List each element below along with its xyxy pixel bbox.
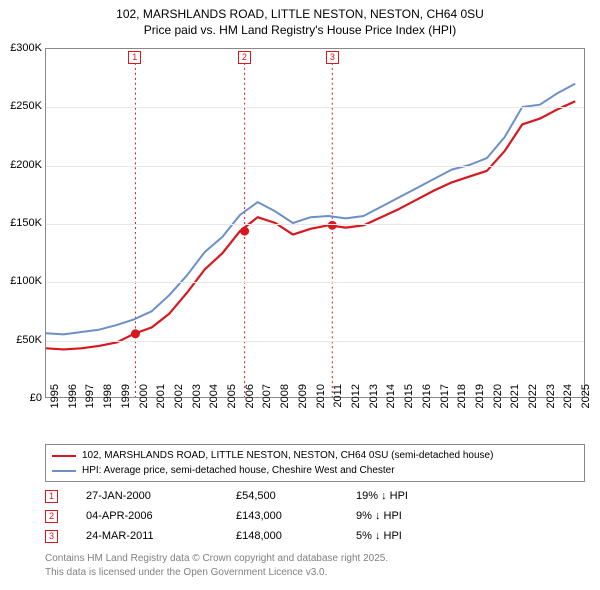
legend-swatch xyxy=(52,470,76,472)
sales-price: £148,000 xyxy=(236,530,356,542)
y-tick-label: £300K xyxy=(2,42,42,54)
chart-svg xyxy=(46,49,584,397)
chart-plot-area xyxy=(45,48,585,398)
x-tick-label: 2019 xyxy=(474,384,486,424)
legend-item: HPI: Average price, semi-detached house,… xyxy=(52,463,578,478)
x-tick-label: 2024 xyxy=(562,384,574,424)
sale-marker-box: 2 xyxy=(238,51,251,64)
sales-row: 1 27-JAN-2000£54,50019% ↓ HPI xyxy=(45,486,585,506)
footer-attribution: Contains HM Land Registry data © Crown c… xyxy=(45,552,388,579)
sales-table: 1 27-JAN-2000£54,50019% ↓ HPI 2 04-APR-2006… xyxy=(45,486,585,546)
x-tick-label: 2007 xyxy=(261,384,273,424)
gridline xyxy=(46,224,584,225)
series-price_paid xyxy=(46,101,575,349)
x-tick-label: 1997 xyxy=(84,384,96,424)
sales-marker: 3 xyxy=(45,530,58,543)
legend-swatch xyxy=(52,455,76,457)
sale-dot xyxy=(240,227,249,236)
x-tick-label: 2003 xyxy=(191,384,203,424)
x-tick-label: 2011 xyxy=(332,384,344,424)
sales-marker: 1 xyxy=(45,490,58,503)
sales-date: 27-JAN-2000 xyxy=(86,490,236,502)
x-tick-label: 2017 xyxy=(439,384,451,424)
x-tick-label: 1995 xyxy=(49,384,61,424)
title-line-2: Price paid vs. HM Land Registry's House … xyxy=(0,22,600,38)
y-tick-label: £0 xyxy=(2,392,42,404)
footer-line-2: This data is licensed under the Open Gov… xyxy=(45,566,388,580)
sales-date: 04-APR-2006 xyxy=(86,510,236,522)
y-tick-label: £100K xyxy=(2,275,42,287)
x-tick-label: 2021 xyxy=(509,384,521,424)
sale-marker-box: 3 xyxy=(326,51,339,64)
x-tick-label: 2009 xyxy=(297,384,309,424)
x-tick-label: 1999 xyxy=(120,384,132,424)
sale-dot xyxy=(131,329,140,338)
legend-item: 102, MARSHLANDS ROAD, LITTLE NESTON, NES… xyxy=(52,448,578,463)
sales-price: £143,000 xyxy=(236,510,356,522)
x-tick-label: 2020 xyxy=(492,384,504,424)
chart-title: 102, MARSHLANDS ROAD, LITTLE NESTON, NES… xyxy=(0,0,600,38)
series-hpi xyxy=(46,84,575,335)
x-tick-label: 1998 xyxy=(102,384,114,424)
sales-price: £54,500 xyxy=(236,490,356,502)
legend: 102, MARSHLANDS ROAD, LITTLE NESTON, NES… xyxy=(45,444,585,482)
x-tick-label: 2016 xyxy=(421,384,433,424)
x-tick-label: 2004 xyxy=(208,384,220,424)
x-tick-label: 2005 xyxy=(226,384,238,424)
x-tick-label: 2014 xyxy=(385,384,397,424)
x-tick-label: 2000 xyxy=(138,384,150,424)
y-tick-label: £150K xyxy=(2,217,42,229)
x-tick-label: 2002 xyxy=(173,384,185,424)
sales-diff: 5% ↓ HPI xyxy=(356,530,476,542)
gridline xyxy=(46,341,584,342)
title-line-1: 102, MARSHLANDS ROAD, LITTLE NESTON, NES… xyxy=(0,6,600,22)
y-tick-label: £250K xyxy=(2,100,42,112)
x-tick-label: 2001 xyxy=(155,384,167,424)
x-tick-label: 2013 xyxy=(368,384,380,424)
sales-row: 3 24-MAR-2011£148,0005% ↓ HPI xyxy=(45,526,585,546)
x-tick-label: 2012 xyxy=(350,384,362,424)
sales-diff: 19% ↓ HPI xyxy=(356,490,476,502)
legend-label: 102, MARSHLANDS ROAD, LITTLE NESTON, NES… xyxy=(82,448,493,463)
x-tick-label: 1996 xyxy=(67,384,79,424)
x-tick-label: 2006 xyxy=(244,384,256,424)
gridline xyxy=(46,282,584,283)
y-tick-label: £50K xyxy=(2,334,42,346)
x-tick-label: 2023 xyxy=(545,384,557,424)
x-tick-label: 2015 xyxy=(403,384,415,424)
y-tick-label: £200K xyxy=(2,159,42,171)
legend-label: HPI: Average price, semi-detached house,… xyxy=(82,463,395,478)
footer-line-1: Contains HM Land Registry data © Crown c… xyxy=(45,552,388,566)
sales-date: 24-MAR-2011 xyxy=(86,530,236,542)
sale-marker-box: 1 xyxy=(128,51,141,64)
sales-row: 2 04-APR-2006£143,0009% ↓ HPI xyxy=(45,506,585,526)
sales-marker: 2 xyxy=(45,510,58,523)
gridline xyxy=(46,107,584,108)
sale-dot xyxy=(328,221,337,230)
x-tick-label: 2010 xyxy=(315,384,327,424)
gridline xyxy=(46,166,584,167)
x-tick-label: 2022 xyxy=(527,384,539,424)
x-tick-label: 2008 xyxy=(279,384,291,424)
x-tick-label: 2025 xyxy=(580,384,592,424)
sales-diff: 9% ↓ HPI xyxy=(356,510,476,522)
x-tick-label: 2018 xyxy=(456,384,468,424)
